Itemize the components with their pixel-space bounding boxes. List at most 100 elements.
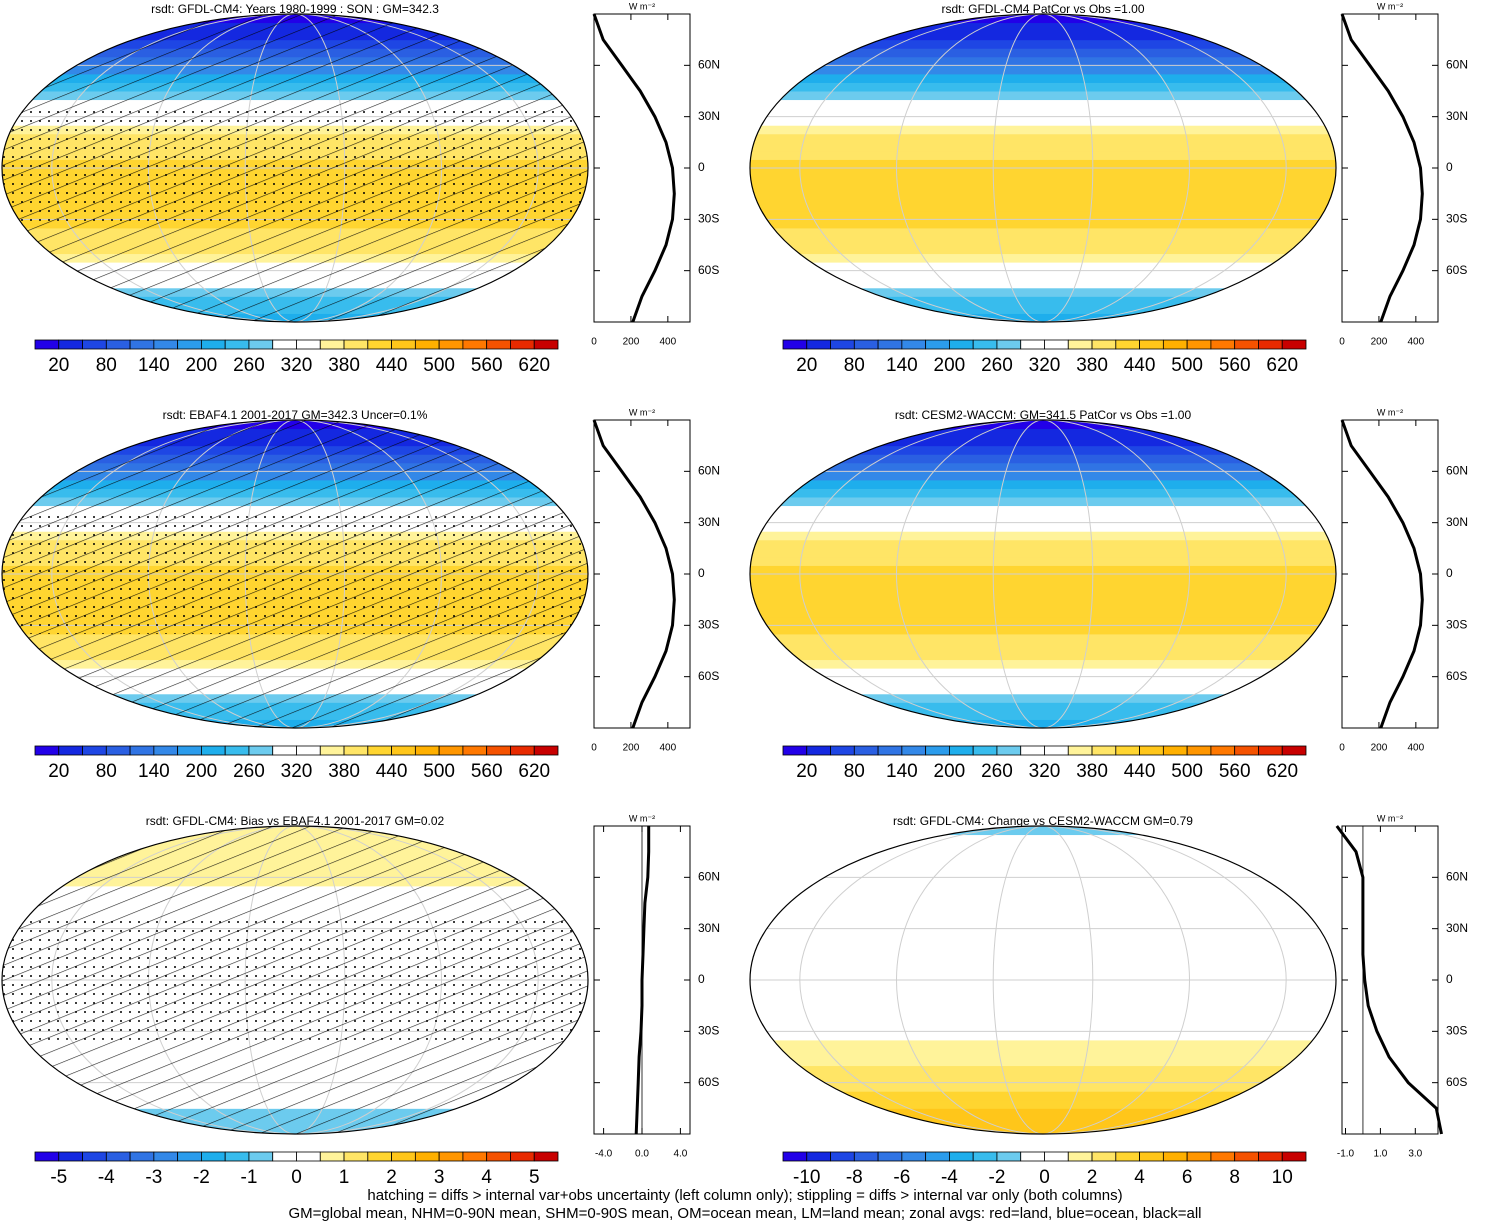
map-band xyxy=(750,685,1336,695)
colorbar-label: 620 xyxy=(1266,355,1298,376)
colorbar-box xyxy=(1162,339,1188,350)
map-outline xyxy=(1,13,589,323)
colorbar-box xyxy=(129,1151,155,1162)
colorbar-label: 200 xyxy=(186,761,218,782)
x-tick-label: 3.0 xyxy=(1408,1149,1422,1160)
colorbar-box xyxy=(1281,1151,1307,1162)
colorbar-box xyxy=(153,745,179,756)
units: W m⁻² xyxy=(629,1,655,11)
map-band xyxy=(750,1031,1336,1041)
y-tick-label: 60N xyxy=(1446,58,1468,72)
map-band xyxy=(750,287,1336,297)
map-band xyxy=(750,150,1336,160)
panel: rsdt: GFDL-CM4: Change vs CESM2-WACCM GM… xyxy=(749,813,1468,1188)
colorbar-box xyxy=(901,745,927,756)
colorbar-label: 380 xyxy=(328,355,360,376)
map-band xyxy=(750,82,1336,92)
y-tick-label: 60N xyxy=(698,464,720,478)
colorbar-box xyxy=(996,745,1022,756)
map-band xyxy=(750,479,1336,489)
y-tick-label: 30N xyxy=(1446,109,1468,123)
colorbar-label: 440 xyxy=(376,355,408,376)
colorbar-box xyxy=(224,745,250,756)
zonal-line xyxy=(1340,13,1424,323)
colorbar-box xyxy=(391,1151,416,1162)
map-band xyxy=(750,676,1336,686)
x-tick-label: 200 xyxy=(623,743,640,754)
map-band xyxy=(750,185,1336,195)
map-band xyxy=(750,514,1336,524)
map-band xyxy=(750,1091,1336,1101)
colorbar-label: 80 xyxy=(844,355,865,376)
colorbar-box xyxy=(34,745,60,756)
map-band xyxy=(750,176,1336,186)
map-band xyxy=(750,928,1336,938)
map-band xyxy=(750,227,1336,237)
map-band xyxy=(750,262,1336,272)
x-tick-label: 200 xyxy=(623,337,640,348)
y-tick-label: 30N xyxy=(1446,515,1468,529)
map-band xyxy=(750,462,1336,472)
colorbar-label: 20 xyxy=(48,355,69,376)
colorbar-box xyxy=(438,745,464,756)
colorbar-label: 320 xyxy=(281,761,313,782)
panel: rsdt: GFDL-CM4: Years 1980-1999 : SON : … xyxy=(1,1,720,376)
colorbar-box xyxy=(58,1151,83,1162)
map-band xyxy=(750,133,1336,143)
colorbar-box xyxy=(1186,339,1212,350)
y-tick-label: 0 xyxy=(698,160,705,174)
colorbar-box xyxy=(343,339,369,350)
colorbar-label: 4 xyxy=(1134,1167,1145,1188)
map-outline xyxy=(749,419,1337,729)
y-tick-label: 60N xyxy=(698,870,720,884)
colorbar-box xyxy=(82,339,107,350)
meridian xyxy=(896,14,1190,322)
colorbar-box xyxy=(1115,1151,1140,1162)
meridian xyxy=(799,420,1287,728)
colorbar-box xyxy=(830,339,855,350)
colorbar-label: 260 xyxy=(981,761,1013,782)
colorbar-label: 3 xyxy=(434,1167,445,1188)
colorbar-label: 8 xyxy=(1229,1167,1240,1188)
map-band xyxy=(750,428,1336,438)
colorbar-box xyxy=(224,339,250,350)
colorbar-label: -3 xyxy=(145,1167,162,1188)
meridian xyxy=(896,826,1190,1134)
colorbar-box xyxy=(1210,339,1236,350)
panel: rsdt: GFDL-CM4: Bias vs EBAF4.1 2001-201… xyxy=(1,813,720,1188)
colorbar-label: 140 xyxy=(138,761,170,782)
y-tick-label: 60S xyxy=(698,1075,719,1089)
map-band xyxy=(750,937,1336,947)
colorbar-label: 2 xyxy=(386,1167,397,1188)
meridian xyxy=(896,420,1190,728)
colorbar-label: 200 xyxy=(934,355,966,376)
colorbar-box xyxy=(1162,1151,1188,1162)
map-band xyxy=(750,245,1336,255)
map-band xyxy=(750,1074,1336,1084)
colorbar-box xyxy=(996,1151,1022,1162)
colorbar-box xyxy=(1234,1151,1259,1162)
colorbar-box xyxy=(1258,339,1283,350)
colorbar-label: 500 xyxy=(1171,761,1203,782)
map-band xyxy=(750,625,1336,635)
colorbar-label: 140 xyxy=(886,761,918,782)
map-band xyxy=(750,1057,1336,1067)
colorbar-box xyxy=(153,339,179,350)
map-band xyxy=(750,445,1336,455)
x-tick-label: 0 xyxy=(1339,337,1345,348)
map-band xyxy=(750,851,1336,861)
meridian xyxy=(992,420,1094,728)
map-band xyxy=(750,304,1336,314)
zonal-line xyxy=(1335,825,1443,1135)
y-tick-label: 30S xyxy=(1446,618,1467,632)
colorbar-box xyxy=(1067,339,1093,350)
colorbar-box xyxy=(319,745,345,756)
colorbar-box xyxy=(1258,1151,1283,1162)
map-band xyxy=(750,860,1336,870)
colorbar-label: 80 xyxy=(96,761,117,782)
x-tick-label: 400 xyxy=(1408,337,1425,348)
colorbar-label: 320 xyxy=(281,355,313,376)
colorbar-label: 10 xyxy=(1272,1167,1293,1188)
colorbar-label: 200 xyxy=(186,355,218,376)
map-band xyxy=(750,125,1336,135)
